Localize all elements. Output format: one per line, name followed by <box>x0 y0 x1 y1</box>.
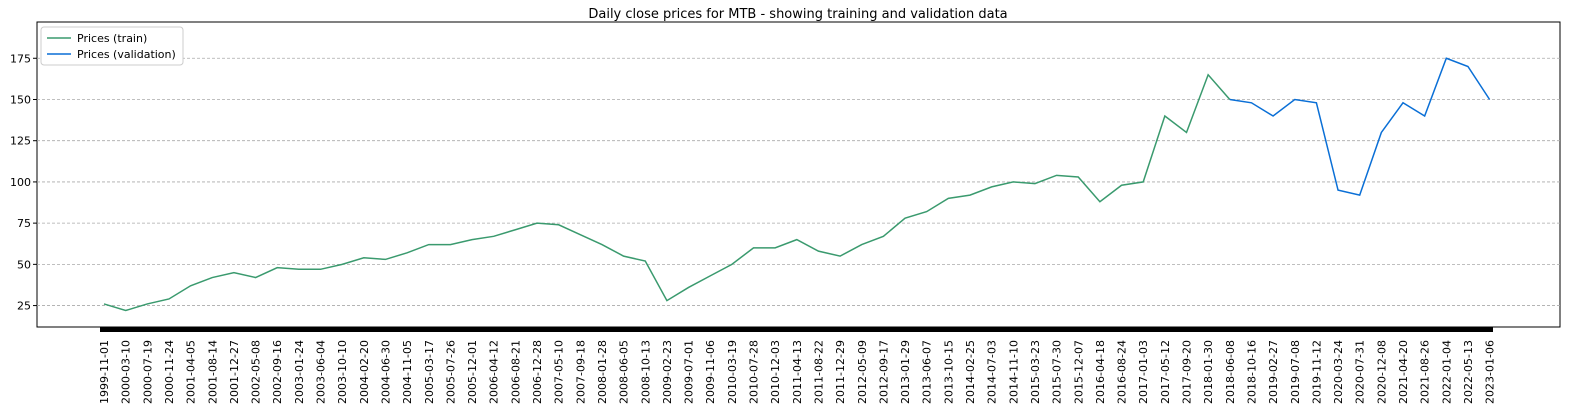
x-tick-label: 2011-08-22 <box>812 340 825 404</box>
x-tick-label: 2020-12-08 <box>1375 340 1388 404</box>
x-tick-label: 2000-11-24 <box>163 340 176 404</box>
x-tick-label: 2017-01-03 <box>1137 340 1150 404</box>
x-tick-label: 2019-11-12 <box>1310 340 1323 404</box>
x-tick-label: 2013-10-15 <box>942 340 955 404</box>
x-tick-label: 2001-04-05 <box>185 340 198 404</box>
x-tick-label: 2009-11-06 <box>704 340 717 404</box>
x-tick-label: 2022-05-13 <box>1462 340 1475 404</box>
y-tick-label: 100 <box>10 176 31 189</box>
x-tick-label: 2017-09-20 <box>1181 340 1194 404</box>
x-tick-label: 2011-04-13 <box>791 340 804 404</box>
x-tick-label: 2004-06-30 <box>379 340 392 404</box>
x-tick-label: 2017-05-12 <box>1159 340 1172 404</box>
x-tick-label: 2014-11-10 <box>1007 340 1020 404</box>
x-tick-label: 2016-08-24 <box>1116 340 1129 404</box>
x-tick-label: 2004-02-20 <box>358 340 371 404</box>
x-tick-label: 1999-11-01 <box>98 340 111 404</box>
legend-box <box>40 26 184 66</box>
price-line <box>1229 57 1491 196</box>
x-tick-label: 2002-09-16 <box>271 340 284 404</box>
chart-title: Daily close prices for MTB - showing tra… <box>588 7 1007 22</box>
price-line <box>103 73 1231 312</box>
x-tick-label: 2013-01-29 <box>899 340 912 404</box>
x-tick-label: 2000-07-19 <box>141 340 154 404</box>
x-tick-label: 2010-07-28 <box>748 340 761 404</box>
x-tick-band <box>100 327 1493 332</box>
legend-label: Prices (validation) <box>77 48 176 61</box>
x-tick-label: 2012-05-09 <box>856 340 869 404</box>
y-tick-label: 150 <box>10 93 31 106</box>
x-tick-label: 2009-07-01 <box>683 340 696 404</box>
x-tick-label: 2015-12-07 <box>1072 340 1085 404</box>
x-tick-label: 2004-11-05 <box>401 340 414 404</box>
x-tick-label: 2009-02-23 <box>661 340 674 404</box>
x-tick-label: 2014-07-03 <box>986 340 999 404</box>
x-tick-label: 2003-10-10 <box>336 340 349 404</box>
x-tick-label: 2018-01-30 <box>1202 340 1215 404</box>
x-tick-label: 2003-06-04 <box>315 340 328 404</box>
x-tick-label: 2005-07-26 <box>444 340 457 404</box>
x-tick-label: 2015-07-30 <box>1051 340 1064 404</box>
x-tick-label: 2003-01-24 <box>293 340 306 404</box>
x-tick-label: 2022-01-04 <box>1440 340 1453 404</box>
x-tick-label: 2011-12-29 <box>834 340 847 404</box>
x-tick-label: 2000-03-10 <box>120 340 133 404</box>
x-tick-label: 2015-03-23 <box>1029 340 1042 404</box>
x-tick-label: 2001-12-27 <box>228 340 241 404</box>
x-tick-label: 2005-03-17 <box>423 340 436 404</box>
legend-label: Prices (train) <box>77 32 147 45</box>
x-tick-label: 2008-06-05 <box>618 340 631 404</box>
x-tick-label: 2018-10-16 <box>1245 340 1258 404</box>
plot-frame <box>36 21 1561 328</box>
x-tick-label: 2021-08-26 <box>1419 340 1432 404</box>
y-tick-label: 50 <box>17 258 31 271</box>
x-tick-label: 2014-02-25 <box>964 340 977 404</box>
x-tick-label: 2013-06-07 <box>921 340 934 404</box>
x-tick-label: 2008-10-13 <box>639 340 652 404</box>
y-tick-label: 25 <box>17 300 31 313</box>
x-tick-label: 2021-04-20 <box>1397 340 1410 404</box>
x-tick-label: 2019-02-27 <box>1267 340 1280 404</box>
x-tick-label: 2005-12-01 <box>466 340 479 404</box>
x-tick-label: 2006-08-21 <box>509 340 522 404</box>
y-tick-label: 75 <box>17 217 31 230</box>
x-tick-label: 2023-01-06 <box>1484 340 1497 404</box>
x-tick-label: 2002-05-08 <box>250 340 263 404</box>
x-tick-label: 2016-04-18 <box>1094 340 1107 404</box>
y-tick-label: 175 <box>10 52 31 65</box>
x-tick-label: 2019-07-08 <box>1289 340 1302 404</box>
x-tick-label: 2018-06-08 <box>1224 340 1237 404</box>
legend: Prices (train) Prices (validation) <box>40 26 184 66</box>
x-tick-label: 2010-12-03 <box>769 340 782 404</box>
y-tick-label: 125 <box>10 135 31 148</box>
x-tick-label: 2008-01-28 <box>596 340 609 404</box>
x-tick-label: 2020-03-24 <box>1332 340 1345 404</box>
x-tick-label: 2006-04-12 <box>488 340 501 404</box>
x-tick-label: 2001-08-14 <box>206 340 219 404</box>
x-tick-label: 2020-07-31 <box>1354 340 1367 404</box>
x-tick-label: 2012-09-17 <box>877 340 890 404</box>
x-tick-label: 2006-12-28 <box>531 340 544 404</box>
x-tick-label: 2007-05-10 <box>553 340 566 404</box>
x-tick-label: 2010-03-19 <box>726 340 739 404</box>
x-tick-label: 2007-09-18 <box>574 340 587 404</box>
